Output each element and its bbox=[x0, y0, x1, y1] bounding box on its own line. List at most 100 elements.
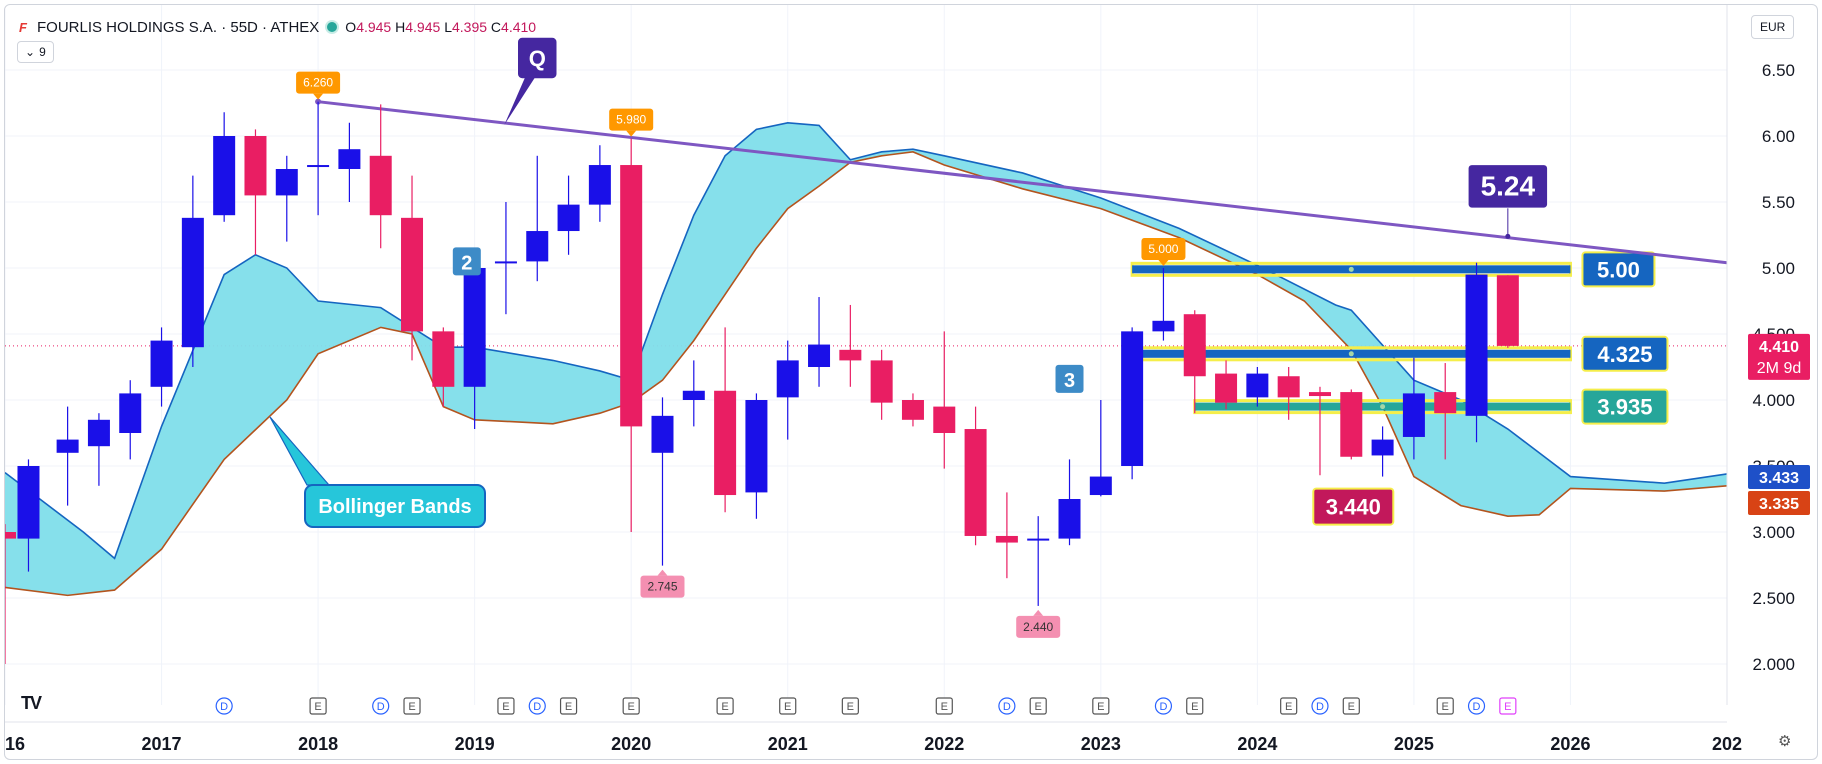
candle-body bbox=[1027, 538, 1050, 541]
candle bbox=[275, 155, 298, 242]
bollinger-upper-line bbox=[5, 121, 1728, 560]
candle-body bbox=[244, 136, 267, 196]
time-tick-label: 2019 bbox=[455, 734, 495, 754]
event-label: E bbox=[1504, 701, 1511, 713]
candle bbox=[244, 129, 267, 255]
candle-body bbox=[1152, 320, 1175, 332]
price-tick-label: 2.000 bbox=[1752, 655, 1795, 674]
candle-body bbox=[901, 400, 924, 420]
candle bbox=[526, 155, 549, 282]
bb-lower-price-label: 3.335 bbox=[1759, 496, 1799, 513]
time-tick-label: 2021 bbox=[768, 734, 808, 754]
candle-body bbox=[1371, 439, 1394, 456]
dividend-marker-icon bbox=[998, 697, 1016, 715]
low-target-box bbox=[1312, 487, 1395, 526]
candle-body bbox=[1058, 499, 1081, 539]
gear-icon[interactable]: ⚙ bbox=[1778, 733, 1792, 750]
candle bbox=[1340, 389, 1363, 460]
candle bbox=[1183, 310, 1206, 414]
bb-label: Bollinger Bands bbox=[318, 496, 471, 518]
candle-body bbox=[17, 466, 40, 539]
candle-body bbox=[181, 217, 204, 348]
dividend-marker-icon bbox=[528, 697, 546, 715]
callout-label: 6.260 bbox=[303, 76, 333, 90]
time-tick-label: 2023 bbox=[1081, 734, 1121, 754]
candle-body bbox=[1183, 314, 1206, 377]
time-tick-label: 202 bbox=[1712, 734, 1742, 754]
dividend-marker-icon bbox=[1467, 697, 1486, 715]
candle-body bbox=[119, 393, 142, 433]
indicators-toggle-button[interactable]: ⌄ 9 bbox=[17, 41, 54, 63]
callout-box bbox=[1016, 615, 1061, 638]
candle-body bbox=[1089, 476, 1112, 496]
annotations: Q Bollinger Bands 2 3 5.24 3.440 bbox=[269, 36, 1549, 528]
candle-body bbox=[557, 204, 580, 232]
candle-body bbox=[1277, 376, 1300, 398]
currency-button[interactable]: EUR bbox=[1751, 15, 1795, 39]
dividend-marker-icon bbox=[215, 697, 233, 715]
bb-label-box bbox=[304, 484, 486, 528]
callout-pointer bbox=[657, 569, 668, 576]
price-tick-label: 3.000 bbox=[1752, 523, 1795, 542]
candle bbox=[870, 349, 893, 420]
low-value: 4.395 bbox=[451, 19, 488, 35]
candle bbox=[839, 304, 862, 387]
price-callout: 2.745 bbox=[640, 569, 685, 598]
candle-body bbox=[213, 136, 236, 216]
ohlc-values: O4.945 H4.945 L4.395 C4.410 bbox=[345, 19, 536, 35]
time-axis: 2016 2017 2018 2019 2020 2021 2022 2023 2024 2025… bbox=[5, 721, 1742, 754]
candle bbox=[1215, 360, 1238, 410]
event-label: E bbox=[1348, 701, 1355, 713]
price-tick-label: 6.50 bbox=[1762, 61, 1795, 80]
symbol-title[interactable]: FOURLIS HOLDINGS S.A. · 55D · ATHEX bbox=[37, 18, 320, 36]
callout-pointer bbox=[1158, 260, 1169, 266]
candle bbox=[651, 397, 674, 566]
event-label: E bbox=[502, 701, 509, 713]
time-tick-label: 2025 bbox=[1394, 734, 1434, 754]
event-label: E bbox=[784, 701, 791, 713]
time-tick-label: 2018 bbox=[298, 734, 338, 754]
target-label: 5.24 bbox=[1481, 170, 1536, 201]
price-callouts: 6.260 5.980 5.000 2.745 2.440 bbox=[296, 71, 1186, 638]
bb-label-pointer bbox=[269, 416, 331, 486]
dividend-marker-icon bbox=[1154, 697, 1173, 715]
symbol-header: F FOURLIS HOLDINGS S.A. · 55D · ATHEX O4… bbox=[19, 17, 536, 37]
candle-body bbox=[964, 429, 987, 536]
earnings-marker-icon bbox=[559, 697, 578, 715]
last-price-box bbox=[1748, 333, 1810, 380]
candle bbox=[1434, 363, 1457, 460]
candle-body bbox=[338, 149, 361, 169]
earnings-marker-icon bbox=[1092, 697, 1110, 715]
tradingview-logo[interactable]: TV bbox=[21, 693, 42, 713]
event-label: E bbox=[1442, 701, 1449, 713]
event-label: E bbox=[721, 701, 728, 713]
event-label: E bbox=[314, 701, 321, 713]
candle-body bbox=[933, 406, 956, 433]
price-chart[interactable]: 5.00 4.325 3.935 6.260 5.980 5.000 2.745 2.440… bbox=[5, 5, 1818, 760]
candle-body bbox=[1496, 275, 1519, 346]
candle bbox=[119, 380, 142, 460]
candle-body bbox=[307, 165, 330, 168]
event-label: E bbox=[1285, 701, 1292, 713]
earnings-marker-icon bbox=[1342, 697, 1360, 715]
level-anchor bbox=[1348, 266, 1354, 272]
earnings-marker-icon bbox=[1029, 697, 1047, 715]
candle bbox=[56, 406, 79, 506]
event-label: E bbox=[628, 701, 635, 713]
time-tick-label: 2022 bbox=[924, 734, 964, 754]
candle bbox=[1308, 386, 1331, 476]
callout-pointer bbox=[626, 130, 637, 137]
level-label: 5.00 bbox=[1597, 257, 1640, 282]
level-label: 4.325 bbox=[1597, 342, 1652, 367]
candle bbox=[307, 101, 330, 216]
candle bbox=[964, 406, 987, 546]
candle-body bbox=[463, 268, 486, 387]
candle-body bbox=[494, 261, 517, 264]
price-callout: 6.260 bbox=[296, 71, 341, 100]
close-label: C bbox=[490, 19, 502, 35]
level-label: 3.935 bbox=[1597, 395, 1652, 420]
candle-body bbox=[745, 400, 768, 493]
event-label: D bbox=[1316, 701, 1324, 713]
candle-body bbox=[995, 535, 1018, 543]
